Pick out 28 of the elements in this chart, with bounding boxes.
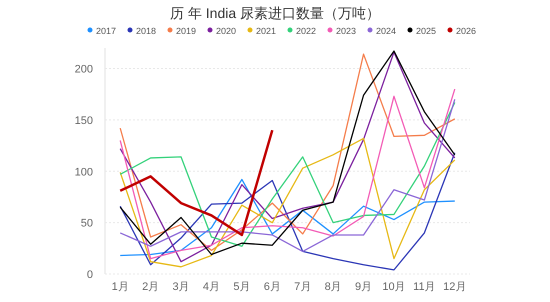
legend-label: 2021: [256, 26, 276, 36]
legend-label: 2026: [456, 26, 476, 36]
legend-label: 2025: [416, 26, 436, 36]
legend-label: 2022: [296, 26, 316, 36]
x-tick-label: 12月: [443, 281, 466, 293]
x-tick-label: 5月: [233, 281, 250, 293]
chart-title: 历 年 India 尿素进口数量（万吨）: [170, 5, 380, 21]
x-tick-label: 8月: [324, 281, 342, 293]
x-tick-label: 9月: [354, 281, 372, 293]
legend-label: 2017: [96, 26, 116, 36]
legend-label: 2020: [216, 26, 236, 36]
y-tick-label: 0: [86, 269, 93, 281]
x-tick-label: 4月: [202, 281, 220, 293]
y-tick-label: 50: [80, 218, 93, 230]
x-tick-label: 11月: [413, 281, 436, 293]
y-tick-label: 100: [74, 166, 93, 178]
x-tick-label: 2月: [142, 281, 160, 293]
y-tick-label: 200: [74, 64, 93, 76]
x-tick-label: 10月: [382, 281, 406, 293]
legend-label: 2023: [336, 26, 356, 36]
y-tick-label: 150: [74, 114, 93, 127]
legend-label: 2018: [136, 26, 156, 36]
x-tick-label: 6月: [264, 281, 281, 293]
x-tick-label: 1月: [112, 281, 129, 293]
legend-label: 2019: [176, 26, 196, 36]
x-tick-label: 3月: [172, 281, 190, 293]
legend-label: 2024: [376, 26, 396, 36]
x-tick-label: 7月: [294, 281, 312, 293]
